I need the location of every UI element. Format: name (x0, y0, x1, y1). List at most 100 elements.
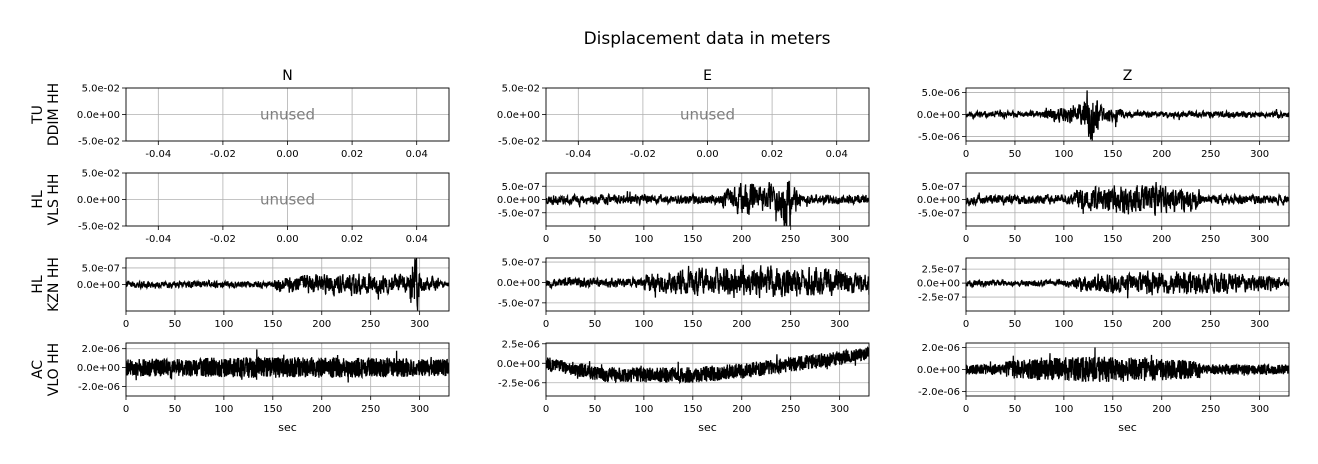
x-tick-label: 100 (634, 319, 653, 330)
y-tick-label: 5.0e-02 (82, 169, 120, 180)
x-tick-label: 0.00 (696, 149, 718, 160)
y-tick-label: 5.0e-07 (922, 182, 960, 193)
y-tick-label: 0.0e+00 (497, 359, 540, 370)
x-tick-label: 0 (963, 319, 969, 330)
y-tick-label: 5.0e-02 (502, 84, 540, 95)
x-tick-label: 250 (1201, 404, 1220, 415)
unused-label: unused (260, 106, 315, 124)
x-tick-label: 100 (1054, 149, 1073, 160)
x-tick-label: 100 (634, 234, 653, 245)
x-tick-label: 100 (1054, 234, 1073, 245)
x-tick-label: 200 (1152, 319, 1171, 330)
series-line (966, 181, 1289, 216)
series-line (126, 349, 449, 383)
y-tick-label: 2.0e-06 (82, 344, 120, 355)
x-tick-label: 50 (1009, 319, 1022, 330)
x-tick-label: 150 (263, 319, 282, 330)
x-tick-label: -0.04 (145, 149, 171, 160)
y-tick-label: 0.0e+00 (77, 110, 120, 121)
unused-label: unused (260, 191, 315, 209)
panel-r1-c1: unused -0.04 -0.02 0.00 0.02 0.04 5.0e-02 0.0e+… (30, 68, 450, 160)
axes-frame (125, 342, 450, 397)
y-tick-label: -5.0e-02 (498, 137, 540, 148)
x-tick-label: 250 (361, 319, 380, 330)
x-tick-label: -0.02 (210, 234, 236, 245)
y-tick-label: -2.0e-06 (918, 387, 960, 398)
x-tick-label: 50 (589, 319, 602, 330)
x-tick-label: 0.04 (406, 149, 428, 160)
row-label-network: HL (30, 275, 46, 294)
x-tick-label: 200 (1152, 404, 1171, 415)
y-tick-label: 0.0e+00 (497, 278, 540, 289)
x-tick-label: 0.00 (276, 149, 298, 160)
x-tick-label: 0 (123, 319, 129, 330)
axes-frame (545, 257, 870, 312)
y-tick-label: -5.0e-02 (78, 222, 120, 233)
x-tick-label: 300 (830, 234, 849, 245)
y-tick-label: -5.0e-06 (918, 132, 960, 143)
x-tick-label: 0.02 (341, 234, 363, 245)
panel-r4-c2: 0 50 100 150 200 250 300 2.5e-06 0.0e+00 -2.5e-06… (497, 339, 870, 434)
axes-frame (545, 342, 870, 397)
x-tick-label: -0.02 (630, 149, 656, 160)
row-label-network: TU (30, 105, 46, 125)
y-tick-label: -5.0e-07 (918, 208, 960, 219)
x-tick-label: 50 (1009, 404, 1022, 415)
panel-r1-c2: unused -0.04 -0.02 0.00 0.02 0.04 5.0e-02 0.0e+… (497, 68, 870, 160)
x-tick-label: 200 (732, 234, 751, 245)
y-tick-label: 0.0e+00 (917, 195, 960, 206)
x-tick-label: 150 (1103, 319, 1122, 330)
column-title: Z (1123, 68, 1133, 84)
panel-r2-c3: 0 50 100 150 200 250 300 5.0e-07 0.0e+00 -5.0e-07 (917, 172, 1290, 245)
panel-r3-c3: 0 50 100 150 200 250 300 2.5e-07 0.0e+00 -2.5e-07 (917, 257, 1290, 330)
panel-r4-c3: 0 50 100 150 200 250 300 2.0e-06 0.0e+00 -2.0e-06… (917, 342, 1290, 434)
x-tick-label: 200 (1152, 149, 1171, 160)
y-tick-label: 0.0e+00 (917, 279, 960, 290)
y-tick-label: -2.5e-07 (918, 293, 960, 304)
y-tick-label: 0.0e+00 (497, 195, 540, 206)
y-tick-label: -5.0e-07 (498, 298, 540, 309)
y-tick-label: 2.5e-07 (922, 265, 960, 276)
panel-r4-c1: 0 50 100 150 200 250 300 2.0e-06 0.0e+00 -2.0e-06… (30, 342, 450, 434)
x-tick-label: 150 (683, 234, 702, 245)
x-tick-label: 250 (781, 319, 800, 330)
panel-grid: unused -0.04 -0.02 0.00 0.02 0.04 5.0e-02 0.0e+… (30, 68, 1290, 434)
x-tick-label: 0 (963, 234, 969, 245)
row-label-station: DDIM HH (46, 83, 62, 146)
panel-r3-c1: 0 50 100 150 200 250 300 5.0e-07 0.0e+00 HL KZN HH (30, 257, 450, 330)
x-tick-label: 100 (214, 404, 233, 415)
x-tick-label: -0.02 (210, 149, 236, 160)
x-tick-label: 0.04 (826, 149, 848, 160)
x-tick-label: 300 (830, 319, 849, 330)
y-tick-label: 0.0e+00 (497, 110, 540, 121)
x-tick-label: 50 (589, 404, 602, 415)
x-tick-label: 100 (1054, 319, 1073, 330)
panel-r2-c2: 0 50 100 150 200 250 300 5.0e-07 0.0e+00 -5.0e-07 (497, 172, 870, 245)
row-label-network: AC (30, 360, 46, 379)
x-tick-label: 0.02 (341, 149, 363, 160)
series-line (966, 90, 1289, 141)
series-line (966, 347, 1289, 383)
x-tick-label: 300 (410, 404, 429, 415)
y-tick-label: -5.0e-02 (78, 137, 120, 148)
y-tick-label: 2.0e-06 (922, 343, 960, 354)
x-tick-label: 300 (1250, 404, 1269, 415)
x-tick-label: 250 (361, 404, 380, 415)
series-line (966, 270, 1289, 299)
x-axis-label: sec (698, 421, 717, 434)
axes-frame (965, 257, 1290, 312)
x-tick-label: 50 (169, 404, 182, 415)
x-tick-label: 200 (732, 404, 751, 415)
y-tick-label: -5.0e-07 (498, 208, 540, 219)
x-axis-label: sec (278, 421, 297, 434)
x-tick-label: -0.04 (145, 234, 171, 245)
x-tick-label: 150 (683, 404, 702, 415)
x-tick-label: 250 (781, 234, 800, 245)
x-tick-label: 0 (543, 319, 549, 330)
panel-r1-c3: 0 50 100 150 200 250 300 5.0e-06 0.0e+00 -5.0e-06… (917, 68, 1290, 160)
y-tick-label: 5.0e-06 (922, 88, 960, 99)
x-tick-label: -0.04 (565, 149, 591, 160)
panel-r3-c2: 0 50 100 150 200 250 300 5.0e-07 0.0e+00 -5.0e-07 (497, 257, 870, 330)
x-tick-label: 150 (1103, 234, 1122, 245)
